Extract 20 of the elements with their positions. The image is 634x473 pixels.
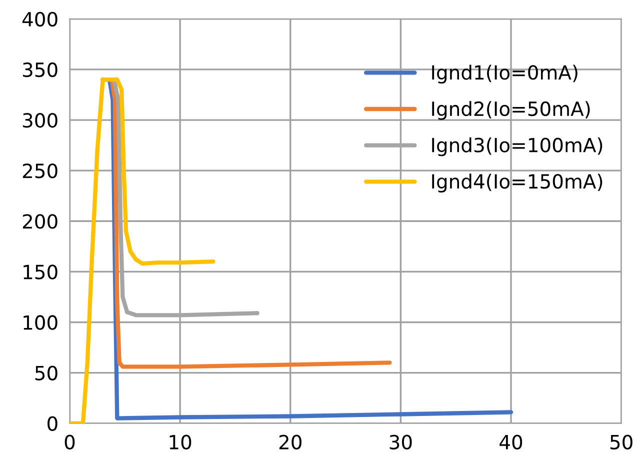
x-tick-label: 10	[170, 434, 192, 450]
y-tick-label: 400	[22, 12, 58, 27]
y-tick-label: 200	[22, 214, 58, 229]
line-series	[70, 77, 216, 424]
legend-label: Ignd4(Io=150mA)	[432, 174, 602, 193]
y-tick-label: 0	[48, 416, 58, 431]
y-tick-label: 300	[22, 112, 58, 128]
x-tick-label: 20	[279, 434, 302, 450]
x-tick-label: 0	[64, 434, 75, 450]
y-tick-label: 350	[22, 62, 58, 78]
y-tick-label: 100	[24, 315, 58, 330]
legend-label: Ignd3(Io=100mA)	[432, 137, 602, 156]
legend-label: Ignd1(Io=0mA)	[432, 64, 578, 84]
legend-label: Ignd2(Io=50mA)	[432, 101, 590, 120]
y-tick-label: 50	[35, 366, 58, 380]
x-tick-label: 50	[610, 434, 632, 450]
x-tick-label: 30	[390, 434, 412, 450]
y-tick-label: 250	[22, 164, 58, 178]
y-tick-label: 150	[24, 264, 58, 280]
x-tick-label: 40	[500, 434, 522, 450]
